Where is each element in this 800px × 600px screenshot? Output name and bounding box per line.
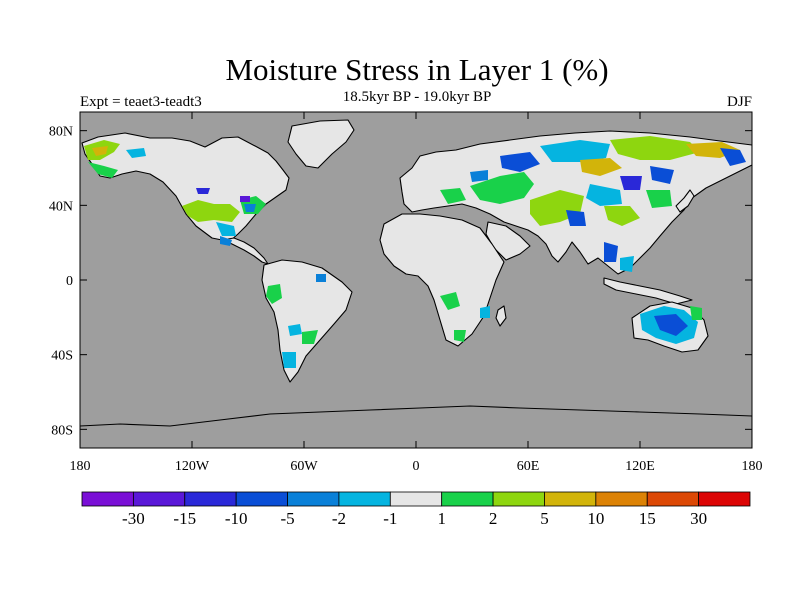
y-tick-label: 40S (51, 349, 73, 364)
anomaly-patch (586, 184, 622, 206)
x-tick-label: 60E (517, 459, 540, 474)
colorbar-label: -2 (332, 509, 346, 528)
antarctica-land (80, 405, 752, 448)
colorbar-swatch (132, 491, 186, 507)
anomaly-patch (610, 136, 700, 160)
anomaly-patch (454, 330, 466, 342)
anomaly-patch (650, 166, 674, 184)
colorbar-label: 2 (489, 509, 498, 528)
anomaly-patch (220, 236, 232, 246)
colorbar-label: 1 (437, 509, 446, 528)
colorbar-swatch (389, 491, 443, 507)
anomaly-patch (646, 190, 672, 208)
anomaly-patch (216, 222, 236, 236)
anomaly-patch (470, 170, 488, 182)
anomaly-patch (500, 152, 540, 172)
anomaly-patch (566, 210, 586, 226)
anomaly-patch (196, 188, 210, 194)
anomaly-patch (302, 330, 318, 344)
map-title: Moisture Stress in Layer 1 (%) (225, 52, 609, 87)
madagascar-land (495, 305, 507, 327)
anomaly-patch (440, 188, 466, 204)
anomaly-patch (480, 306, 490, 318)
x-tick-label: 180 (742, 459, 763, 474)
japan-land (675, 189, 695, 213)
colorbar-swatch (441, 491, 494, 507)
greenland-land (287, 119, 355, 169)
experiment-label: Expt = teaet3-teadt3 (80, 94, 202, 110)
colorbar-label: -30 (122, 509, 145, 528)
season-label: DJF (726, 94, 752, 110)
anomaly-patch (580, 158, 622, 176)
colorbar: -30 -15 -10 -5 -2 -1 1 2 5 10 15 30 (81, 491, 751, 528)
anomaly-patch (288, 324, 302, 336)
x-tick-label: 60W (290, 459, 318, 474)
anomaly-patch (604, 206, 640, 226)
axis-ticks: 180 120W 60W 0 60E 120E 180 80N 40N 0 40S 80S (49, 112, 763, 474)
colorbar-swatch (595, 491, 648, 507)
anomaly-patch (604, 242, 618, 262)
anomaly-patch (654, 314, 688, 336)
y-tick-label: 80S (51, 423, 73, 438)
colorbar-swatch (698, 491, 751, 507)
colorbar-label: -10 (225, 509, 248, 528)
x-tick-label: 120W (175, 459, 210, 474)
colorbar-label: 10 (587, 509, 604, 528)
colorbar-label: 5 (540, 509, 549, 528)
colorbar-label: -15 (173, 509, 196, 528)
colorbar-label: -1 (383, 509, 397, 528)
colorbar-swatch (338, 491, 391, 507)
anomaly-patch (620, 176, 642, 190)
colorbar-swatch (184, 491, 237, 507)
x-tick-label: 0 (413, 459, 420, 474)
anomaly-patch (182, 200, 240, 222)
anomaly-patch (470, 172, 534, 204)
colorbar-label: -5 (280, 509, 294, 528)
x-tick-label: 120E (625, 459, 655, 474)
land-masses (80, 119, 752, 448)
x-tick-label: 180 (70, 459, 91, 474)
anomaly-patch (540, 140, 610, 162)
colorbar-label: 15 (639, 509, 656, 528)
colorbar-swatch (235, 491, 288, 507)
anomaly-patch (88, 162, 118, 178)
anomaly-patch (316, 274, 326, 282)
y-tick-label: 80N (49, 125, 73, 140)
anomaly-patch (240, 196, 250, 202)
anomaly-patch (244, 204, 256, 212)
south-america-land (261, 259, 353, 383)
colorbar-swatch (646, 491, 700, 507)
colorbar-label: 30 (690, 509, 707, 528)
anomaly-patch (720, 148, 746, 166)
colorbar-swatch (544, 491, 597, 507)
colorbar-swatch (81, 491, 134, 507)
africa-land (379, 213, 505, 347)
colorbar-swatch (492, 491, 545, 507)
y-tick-label: 40N (49, 199, 73, 214)
anomaly-patch (620, 256, 634, 272)
anomaly-patch (266, 284, 282, 304)
anomaly-patch (690, 306, 702, 320)
moisture-anomaly-patches (84, 136, 746, 368)
anomaly-patch (126, 148, 146, 158)
anomaly-patch (92, 146, 108, 156)
y-tick-label: 0 (66, 274, 73, 289)
colorbar-swatch (287, 491, 340, 507)
anomaly-patch (440, 292, 460, 310)
map-subtitle: 18.5kyr BP - 19.0kyr BP (342, 89, 492, 105)
maritime-asia-land (603, 277, 693, 305)
anomaly-patch (282, 352, 296, 368)
